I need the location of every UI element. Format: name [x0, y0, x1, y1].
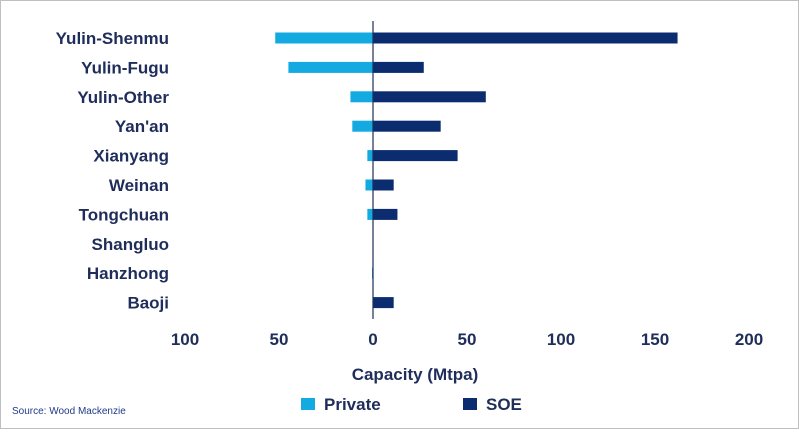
category-label-tongchuan: Tongchuan [79, 205, 169, 224]
x-tick-label: 200 [735, 330, 763, 349]
x-tick-labels: 100 50 0 50 100 150 200 [171, 330, 763, 349]
bar-private-yulin-shenmu [275, 32, 373, 44]
category-label-xianyang: Xianyang [93, 147, 169, 166]
legend-label-private: Private [324, 395, 381, 414]
bar-private-xianyang [367, 150, 373, 162]
legend-swatch-private [301, 398, 315, 410]
x-tick-label: 100 [547, 330, 575, 349]
category-labels: Yulin-Shenmu Yulin-Fugu Yulin-Other Yan'an X… [56, 29, 170, 313]
bar-soe-tongchuan [373, 208, 398, 220]
category-label-yulin-shenmu: Yulin-Shenmu [56, 29, 169, 48]
x-tick-label: 50 [458, 330, 477, 349]
category-label-weinan: Weinan [109, 176, 169, 195]
category-label-yulin-fugu: Yulin-Fugu [81, 58, 169, 77]
x-tick-label: 150 [641, 330, 669, 349]
bar-private-yulin-other [350, 91, 373, 103]
bar-private-tongchuan [367, 208, 373, 220]
x-tick-label: 0 [368, 330, 377, 349]
x-axis-title: Capacity (Mtpa) [352, 365, 479, 384]
bar-soe-yulin-shenmu [373, 32, 678, 44]
category-label-hanzhong: Hanzhong [87, 264, 169, 283]
bar-soe-weinan [373, 179, 394, 191]
bar-private-weinan [365, 179, 373, 191]
bar-soe-yulin-fugu [373, 61, 424, 73]
bar-soe-yulin-other [373, 91, 486, 103]
bar-private-yulin-fugu [288, 61, 373, 73]
category-label-shangluo: Shangluo [92, 235, 169, 254]
category-label-yan-an: Yan'an [115, 117, 169, 136]
category-label-yulin-other: Yulin-Other [77, 88, 169, 107]
legend-swatch-soe [463, 398, 477, 410]
bars-layer [275, 32, 678, 309]
bar-private-yan-an [352, 120, 373, 132]
legend-label-soe: SOE [486, 395, 522, 414]
x-tick-label: 100 [171, 330, 199, 349]
category-label-baoji: Baoji [127, 294, 169, 313]
legend: Private SOE [301, 395, 522, 414]
bar-soe-yan-an [373, 120, 441, 132]
bar-soe-xianyang [373, 150, 458, 162]
x-tick-label: 50 [270, 330, 289, 349]
source-note: Source: Wood Mackenzie [12, 406, 126, 417]
bar-soe-baoji [373, 297, 394, 309]
